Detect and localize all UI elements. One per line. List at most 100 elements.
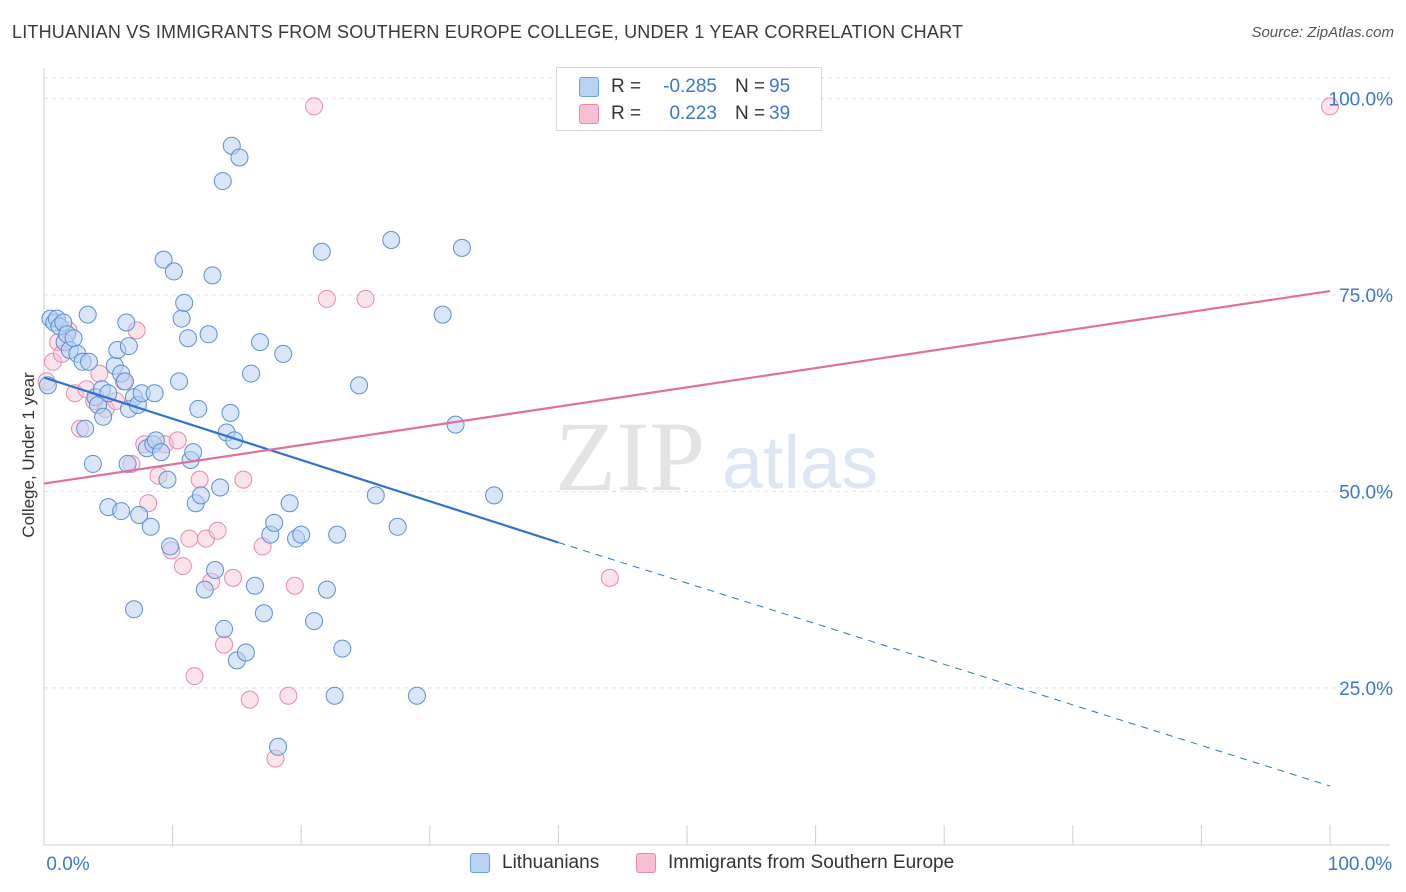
point-lithuanian — [152, 443, 171, 462]
point-lithuanian — [80, 352, 99, 371]
legend-n-value: 39 — [769, 103, 791, 124]
point-lithuanian — [265, 513, 284, 532]
point-lithuanian — [175, 293, 194, 312]
bottom-legend-swatch-blue — [470, 853, 490, 873]
point-immigrant — [1321, 97, 1339, 116]
point-lithuanian — [269, 737, 288, 756]
point-lithuanian — [242, 364, 261, 383]
point-lithuanian — [199, 325, 218, 344]
legend-n-label: N = — [735, 76, 766, 97]
point-lithuanian — [189, 399, 208, 418]
legend-r-value: -0.285 — [663, 76, 717, 97]
point-lithuanian — [83, 454, 102, 473]
point-lithuanian — [141, 517, 160, 536]
y-tick-label: 25.0% — [1339, 679, 1393, 700]
point-lithuanian — [230, 148, 249, 167]
point-lithuanian — [446, 415, 465, 434]
chart-title: LITHUANIAN VS IMMIGRANTS FROM SOUTHERN E… — [12, 22, 964, 42]
y-tick-label: 75.0% — [1339, 286, 1393, 307]
point-lithuanian — [125, 600, 144, 619]
point-lithuanian — [251, 333, 270, 352]
point-immigrant — [208, 521, 227, 540]
trend-lines — [43, 289, 1331, 787]
point-immigrant — [185, 667, 204, 686]
point-lithuanian — [78, 305, 97, 324]
point-lithuanian — [317, 580, 336, 599]
point-lithuanian — [215, 619, 234, 638]
bottom-legend-label-immigrants: Immigrants from Southern Europe — [668, 852, 955, 873]
point-lithuanian — [179, 329, 198, 348]
point-lithuanian — [203, 266, 222, 285]
legend-row-lithuanians: R = -0.285 N = 95 — [579, 74, 790, 100]
point-immigrant — [317, 289, 336, 308]
point-lithuanian — [333, 639, 352, 658]
point-lithuanian — [382, 231, 401, 249]
point-lithuanian — [112, 502, 131, 521]
y-tick-label: 100.0% — [1329, 90, 1394, 111]
watermark-zip: ZIP — [555, 401, 705, 512]
point-immigrant — [168, 431, 187, 450]
source-label: Source: ZipAtlas.com — [1251, 24, 1394, 41]
point-lithuanian — [172, 309, 191, 328]
point-lithuanian — [407, 686, 426, 705]
point-lithuanian — [221, 403, 240, 422]
point-immigrant — [234, 470, 253, 489]
point-lithuanian — [366, 486, 385, 505]
legend-n-label: N = — [735, 103, 766, 124]
x-tick-label-max: 100.0% — [1328, 854, 1393, 875]
trend-line-lithuanians — [43, 376, 559, 544]
y-tick-label: 50.0% — [1339, 482, 1393, 503]
point-lithuanian — [211, 478, 230, 497]
point-lithuanian — [119, 337, 138, 356]
point-lithuanian — [213, 172, 232, 191]
point-lithuanian — [325, 686, 344, 705]
bottom-legend-immigrants: Immigrants from Southern Europe — [636, 852, 954, 874]
legend-n-value: 95 — [769, 76, 791, 97]
trend-line-lithuanians-extension — [558, 542, 1331, 787]
point-immigrant — [190, 470, 209, 489]
point-lithuanian — [158, 470, 177, 489]
point-lithuanian — [452, 238, 471, 257]
point-immigrant — [180, 529, 199, 548]
point-immigrant — [224, 568, 243, 587]
x-tick-label-min: 0.0% — [46, 854, 89, 875]
point-lithuanian — [145, 384, 164, 403]
point-lithuanian — [130, 506, 149, 524]
axes — [43, 68, 1390, 846]
point-lithuanian — [64, 329, 83, 348]
point-lithuanian — [328, 525, 347, 544]
point-lithuanian — [76, 419, 95, 438]
point-lithuanian — [433, 305, 452, 324]
point-immigrant — [240, 690, 259, 709]
point-lithuanian — [184, 443, 203, 462]
point-lithuanian — [305, 612, 324, 631]
bottom-legend-lithuanians: Lithuanians — [470, 852, 599, 874]
point-lithuanian — [236, 643, 255, 662]
point-immigrant — [305, 97, 324, 116]
point-lithuanian — [195, 580, 214, 599]
legend-r-label: R = — [611, 103, 642, 124]
point-lithuanian — [116, 372, 135, 391]
point-lithuanian — [94, 407, 113, 426]
point-lithuanian — [388, 517, 407, 536]
point-lithuanian — [164, 262, 183, 281]
point-lithuanian — [292, 525, 311, 544]
legend-r-label: R = — [611, 76, 642, 97]
point-immigrant — [215, 635, 234, 654]
legend-row-immigrants: R = 0.223 N = 39 — [579, 101, 790, 127]
point-lithuanian — [191, 486, 210, 505]
point-lithuanian — [118, 454, 137, 473]
trend-line-immigrants — [43, 289, 1331, 485]
point-lithuanian — [485, 486, 504, 505]
point-immigrant — [173, 557, 192, 576]
point-lithuanian — [161, 537, 180, 556]
point-lithuanian — [170, 372, 189, 391]
watermark-atlas: atlas — [722, 421, 878, 504]
point-lithuanian — [274, 344, 293, 363]
point-lithuanian — [245, 576, 264, 595]
legend-swatch-pink — [579, 104, 599, 124]
legend-swatch-blue — [579, 77, 599, 97]
y-axis-label: College, Under 1 year — [19, 372, 38, 538]
point-lithuanian — [117, 313, 136, 332]
point-immigrant — [285, 576, 304, 595]
